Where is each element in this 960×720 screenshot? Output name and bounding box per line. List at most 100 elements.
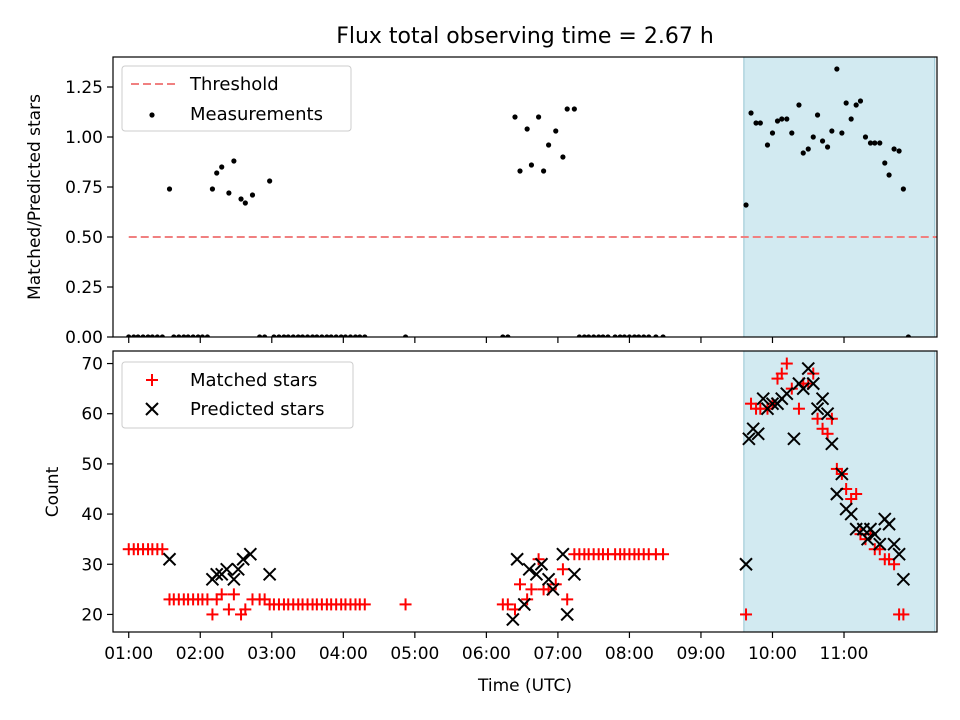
measurement-point [176,334,182,337]
predicted-star-point [560,607,574,622]
measurement-point [779,116,785,122]
measurement-point [553,128,559,134]
predicted-star-point [882,517,896,531]
predicted-star-point [541,572,556,587]
matched-star-point [258,593,271,606]
count-y-tick-label: 40 [81,505,103,525]
measurement-point [295,334,301,337]
measurement-point [546,142,552,148]
measurement-point [166,186,173,192]
measurement-point [402,334,409,337]
time-x-tick-label: 04:00 [319,644,368,664]
measurement-point [304,334,311,337]
predicted-star-point [887,537,901,551]
measurement-point [853,102,859,108]
measurement-point [276,334,282,337]
measurement-point [199,334,206,337]
predicted-star-point [742,432,756,446]
measurement-point [596,334,602,337]
predicted-star-point [780,386,794,401]
measurement-point [753,120,759,126]
chart-title: Flux total observing time = 2.67 h [336,24,714,49]
predicted-star-point [896,572,911,587]
measurement-point [789,130,795,136]
measurement-point [814,112,821,118]
predicted-star-point [210,567,224,582]
ratio-y-tick-label: 0.75 [65,178,103,198]
predicted-stars-legend-marker [145,402,159,416]
matched-star-point [556,563,569,576]
measurement-point [848,116,854,122]
count-x-axis: 01:00 02:00 03:00 04:00 05:00 06:00 07:00 08:00… [104,632,869,664]
measurement-point [285,334,291,337]
ratio-y-tick-label: 0.00 [65,328,103,348]
ratio-x-ticks [128,337,845,343]
measurement-point [140,334,146,337]
measurement-point [171,334,177,337]
measurement-point [145,334,151,337]
ratio-legend: Threshold Measurements [121,65,352,132]
measurement-point [600,334,606,337]
measurement-point [505,334,511,337]
measurement-point [319,334,325,337]
time-x-tick-label: 02:00 [176,644,225,664]
measurement-point [800,150,806,156]
matched-star-point [358,598,371,611]
matched-star-point [816,422,829,435]
predicted-star-point [162,552,177,566]
measurement-point [309,334,316,337]
measurement-point [135,334,141,337]
measurement-point [896,148,902,154]
measurement-point [333,334,339,337]
count-legend-box [121,361,354,429]
measurement-point [872,140,878,146]
measurement-point [352,334,359,337]
predicted-star-point [556,547,570,561]
predicted-star-point [751,427,765,441]
predicted-stars-legend-label: Predicted stars [190,399,324,420]
measurement-point [653,334,659,337]
measurement-point [500,334,506,337]
measurement-point [829,128,835,134]
measurement-point [257,334,263,337]
ratio-y-tick-label: 1.25 [65,78,103,98]
predicted-star-point [262,567,277,582]
observing-window-span-top [743,56,936,338]
measurement-point [512,114,518,120]
measurement-point [581,334,587,337]
count-y-label: Count [43,466,63,517]
threshold-legend-label: Threshold [189,74,279,95]
measurement-point [857,98,864,104]
measurement-point [612,334,618,337]
count-y-tick-label: 20 [81,605,103,625]
predicted-star-point [529,567,544,582]
predicted-star-point [796,381,810,396]
predicted-star-point [231,562,245,576]
matched-star-point [532,553,545,566]
matched-star-point [525,583,538,596]
measurement-point [774,118,781,124]
measurement-point [621,334,628,337]
matched-star-point [780,357,793,370]
measurement-point [834,66,840,72]
predicted-star-point [806,376,820,391]
measurement-point [281,334,287,337]
predicted-star-point [546,582,560,597]
measurements-legend-marker [149,112,155,118]
matched-star-point [657,548,670,561]
predicted-star-point [739,557,753,571]
matched-star-point [206,608,219,621]
measurement-point [646,334,652,337]
matched-star-point [745,397,758,410]
matched-star-point [210,593,223,606]
predicted-star-point [820,407,835,421]
predicted-star-point [567,567,582,582]
count-legend: Matched stars Predicted stars [121,361,354,429]
matched-star-point [513,578,526,591]
measurement-point [882,160,888,166]
time-x-tick-label: 05:00 [390,644,439,664]
predicted-star-point [892,547,906,561]
measurement-point [231,158,237,164]
measurement-point [757,120,763,126]
